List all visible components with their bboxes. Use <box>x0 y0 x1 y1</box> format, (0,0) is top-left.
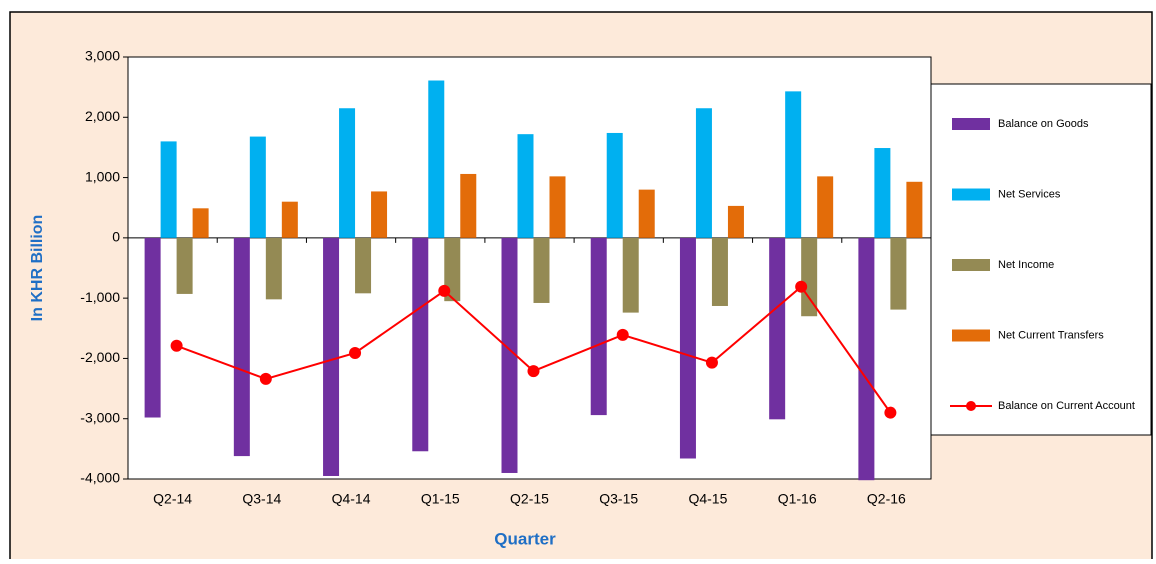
bar <box>769 237 786 420</box>
bar <box>801 237 818 317</box>
x-axis-label: Quarter <box>494 529 556 548</box>
y-axis-label: In KHR Billion <box>29 215 46 322</box>
marker <box>705 356 718 369</box>
bar <box>517 134 534 238</box>
x-tick-label: Q2-15 <box>510 491 549 507</box>
bar <box>281 201 298 238</box>
bar <box>906 181 923 238</box>
bar <box>606 132 623 238</box>
bar <box>622 237 639 313</box>
marker <box>795 280 808 293</box>
x-tick-label: Q1-16 <box>778 491 817 507</box>
legend-label: Balance on Current Account <box>998 400 1135 412</box>
legend-label: Net Services <box>998 188 1061 200</box>
bar <box>695 108 712 238</box>
y-tick-label: 1,000 <box>85 168 120 184</box>
legend-label: Net Income <box>998 259 1054 271</box>
bar <box>638 189 655 238</box>
y-tick-label: 3,000 <box>85 48 120 64</box>
marker <box>259 372 272 385</box>
marker <box>616 328 629 341</box>
y-tick-label: -4,000 <box>80 470 120 486</box>
bar <box>533 237 550 303</box>
bar <box>323 237 340 476</box>
bar <box>249 136 266 238</box>
bar <box>444 237 461 302</box>
marker <box>884 406 897 419</box>
bar <box>160 141 177 238</box>
bar <box>355 237 372 294</box>
bar <box>785 91 802 238</box>
bar <box>265 237 282 300</box>
marker <box>170 339 183 352</box>
x-tick-label: Q1-15 <box>421 491 460 507</box>
x-tick-label: Q4-14 <box>332 491 371 507</box>
y-tick-label: -1,000 <box>80 289 120 305</box>
bar <box>460 173 477 238</box>
bar <box>890 237 907 310</box>
x-tick-label: Q3-15 <box>599 491 638 507</box>
x-tick-label: Q3-14 <box>242 491 281 507</box>
legend-label: Net Current Transfers <box>998 329 1104 341</box>
legend-swatch <box>966 401 976 411</box>
bar <box>176 237 193 294</box>
bar <box>711 237 728 306</box>
x-tick-label: Q4-15 <box>688 491 727 507</box>
x-tick-label: Q2-14 <box>153 491 192 507</box>
bar <box>501 237 518 473</box>
bar <box>679 237 696 459</box>
legend-swatch <box>952 259 990 271</box>
y-tick-label: 2,000 <box>85 108 120 124</box>
legend-swatch <box>952 188 990 201</box>
bar <box>858 237 875 481</box>
bar <box>192 208 209 238</box>
bar <box>371 191 388 238</box>
bar <box>727 205 744 238</box>
marker <box>527 365 540 378</box>
bar <box>428 80 445 238</box>
bar <box>339 108 356 238</box>
legend-swatch <box>952 118 990 130</box>
y-tick-label: 0 <box>112 229 120 245</box>
x-tick-label: Q2-16 <box>867 491 906 507</box>
bar <box>874 148 891 238</box>
marker <box>438 284 451 297</box>
bar <box>590 237 607 416</box>
y-tick-label: -2,000 <box>80 349 120 365</box>
y-tick-label: -3,000 <box>80 409 120 425</box>
legend-label: Balance on Goods <box>998 118 1089 130</box>
marker <box>349 347 362 360</box>
bar <box>144 237 161 418</box>
bar <box>233 237 250 457</box>
bar <box>412 237 429 452</box>
bar <box>817 176 834 238</box>
legend-swatch <box>952 329 990 342</box>
bar <box>549 176 566 238</box>
